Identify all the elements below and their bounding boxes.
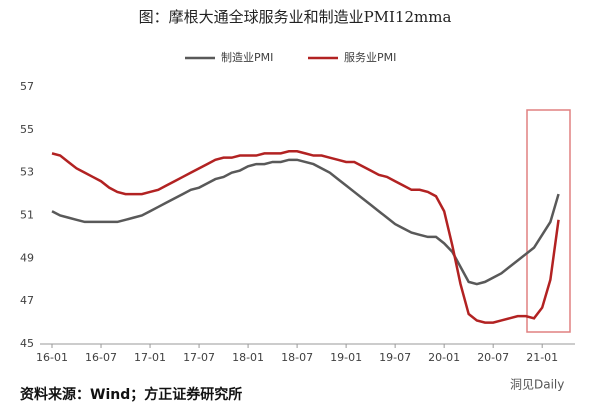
chart-title: 图：摩根大通全球服务业和制造业PMI12mma xyxy=(139,8,452,26)
legend-label: 服务业PMI xyxy=(344,51,396,64)
x-tick-label: 16-01 xyxy=(36,351,68,364)
y-tick-label: 45 xyxy=(20,337,34,350)
x-tick-label: 18-07 xyxy=(281,351,313,364)
y-tick-label: 49 xyxy=(20,251,34,264)
y-tick-label: 53 xyxy=(20,166,34,179)
x-tick-label: 20-01 xyxy=(428,351,460,364)
watermark: 洞见Daily xyxy=(510,378,564,392)
legend-label: 制造业PMI xyxy=(221,50,273,64)
highlight-box xyxy=(526,109,571,333)
x-tick-label: 19-07 xyxy=(379,351,411,364)
series-line xyxy=(51,150,560,324)
y-tick-label: 47 xyxy=(20,294,34,307)
x-tick-label: 16-07 xyxy=(85,351,117,364)
y-tick-label: 51 xyxy=(20,209,34,222)
y-tick-label: 55 xyxy=(20,123,34,136)
x-tick-label: 18-01 xyxy=(232,351,264,364)
source: 资料来源：Wind；方正证券研究所 xyxy=(20,386,242,403)
y-tick-label: 57 xyxy=(20,80,34,93)
x-tick-label: 20-07 xyxy=(477,351,509,364)
x-tick-label: 17-01 xyxy=(134,351,166,364)
series-line xyxy=(51,158,560,286)
x-tick-label: 17-07 xyxy=(183,351,215,364)
x-tick-label: 19-01 xyxy=(330,351,362,364)
x-tick-label: 21-01 xyxy=(526,351,558,364)
